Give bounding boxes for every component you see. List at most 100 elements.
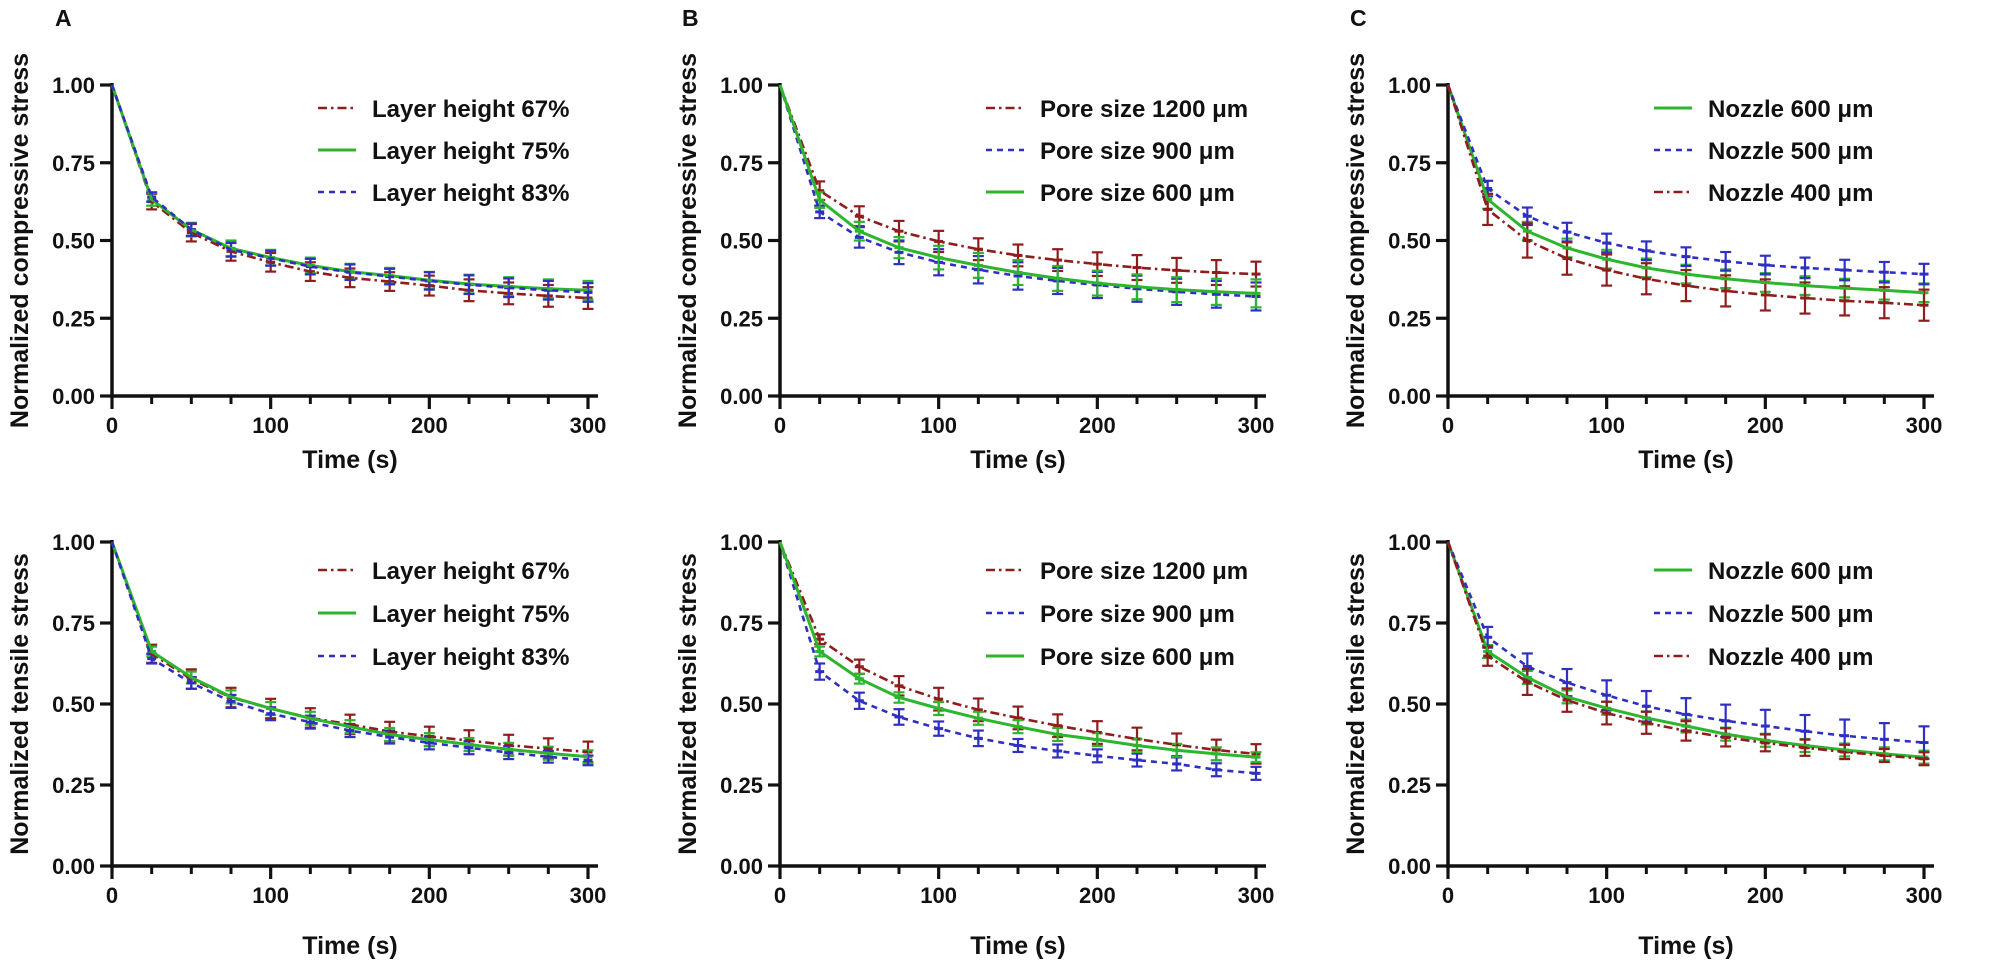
panel-letter: B [682,5,699,31]
x-tick-label: 200 [411,883,448,908]
y-tick-label: 0.50 [1388,692,1431,717]
x-tick-label: 300 [570,883,607,908]
x-tick-label: 0 [106,883,118,908]
y-tick-label: 0.75 [1388,151,1431,176]
y-tick-label: 0.00 [1388,384,1431,409]
error-bars [1482,192,1930,322]
legend-label: Pore size 600 μm [1040,180,1235,207]
series-line [1446,84,1925,295]
legend-item: Nozzle 400 μm [1654,644,1873,671]
y-tick-label: 0.75 [1388,611,1431,636]
legend-item: Pore size 900 μm [986,138,1235,165]
y-tick-label: 0.75 [720,611,763,636]
x-tick-label: 0 [106,413,118,438]
y-tick-label: 1.00 [52,530,95,555]
y-tick-label: 1.00 [720,73,763,98]
x-axis-title: Time (s) [302,932,397,960]
x-tick-label: 0 [1442,413,1454,438]
chart-panel-a-compressive: 0.00 0.25 0.50 0.75 1.00 0 100 200 300 Time (s) No… [6,5,607,474]
series-line [778,541,1257,775]
y-axis-title: Normalized tensile stress [6,553,34,855]
y-tick-label: 0.50 [52,692,95,717]
error-bars [146,191,594,303]
legend-label: Layer height 83% [372,644,569,671]
legend-label: Pore size 900 μm [1040,138,1235,165]
x-tick-label: 200 [1079,413,1116,438]
x-tick-label: 200 [1747,413,1784,438]
y-tick-label: 1.00 [52,73,95,98]
legend-label: Layer height 83% [372,180,569,207]
y-axis-title: Normalized compressive stress [6,53,34,428]
legend-item: Pore size 1200 μm [986,558,1248,585]
legend-label: Pore size 900 μm [1040,601,1235,628]
y-tick-label: 0.50 [1388,229,1431,254]
y-tick-label: 0.00 [720,854,763,879]
series-line [778,541,1257,759]
series-line [1446,541,1925,761]
x-tick-label: 200 [1747,883,1784,908]
error-bars [146,192,594,311]
series-line [1446,84,1925,276]
series-line [778,84,1257,276]
legend-label: Nozzle 400 μm [1708,644,1873,671]
series-line [778,84,1257,298]
y-tick-label: 0.25 [720,773,763,798]
series-line [1446,541,1925,744]
x-tick-label: 200 [411,413,448,438]
y-tick-label: 0.75 [52,151,95,176]
legend-item: Layer height 75% [318,138,569,165]
series-line [1446,541,1925,759]
y-tick-label: 1.00 [720,530,763,555]
error-bars [814,662,1262,781]
x-tick-label: 200 [1079,883,1116,908]
chart-panel-b-compressive: 0.00 0.25 0.50 0.75 1.00 0 100 200 300 Time (s) No… [674,5,1274,474]
y-tick-label: 0.75 [52,611,95,636]
chart-panel-a-tensile: 0.00 0.25 0.50 0.75 1.00 0 100 200 300 Time (s) No… [6,530,607,960]
x-tick-label: 0 [1442,883,1454,908]
legend-label: Layer height 75% [372,601,569,628]
panel-c-tensile: 0.00 0.25 0.50 0.75 1.00 0 100 200 300 Time (s) No… [1336,482,2004,964]
y-tick-label: 0.00 [1388,854,1431,879]
y-tick-label: 0.25 [720,306,763,331]
legend-item: Nozzle 500 μm [1654,601,1873,628]
legend-label: Pore size 1200 μm [1040,558,1248,585]
y-tick-label: 0.00 [52,384,95,409]
series-line [1446,84,1925,307]
legend-label: Nozzle 500 μm [1708,138,1873,165]
series-line [110,84,589,300]
error-bars [814,204,1262,312]
x-tick-label: 100 [252,413,289,438]
x-tick-label: 100 [920,883,957,908]
legend-item: Layer height 83% [318,644,569,671]
y-tick-label: 0.00 [720,384,763,409]
legend-label: Layer height 67% [372,558,569,585]
x-tick-label: 300 [570,413,607,438]
y-tick-label: 1.00 [1388,530,1431,555]
panel-a-tensile: 0.00 0.25 0.50 0.75 1.00 0 100 200 300 Time (s) No… [0,482,668,964]
legend-label: Layer height 75% [372,138,569,165]
y-tick-label: 0.25 [52,306,95,331]
legend-item: Nozzle 600 μm [1654,96,1873,123]
y-axis-title: Normalized compressive stress [1342,53,1370,428]
panel-letter: A [55,5,72,31]
y-tick-label: 0.25 [1388,773,1431,798]
series-line [110,541,589,754]
y-tick-label: 0.50 [720,229,763,254]
x-tick-label: 100 [1588,413,1625,438]
y-tick-label: 0.00 [52,854,95,879]
x-tick-label: 300 [1238,883,1275,908]
legend-item: Nozzle 500 μm [1654,138,1873,165]
legend-label: Layer height 67% [372,96,569,123]
y-axis-title: Normalized tensile stress [674,553,702,855]
x-tick-label: 0 [774,413,786,438]
chart-panel-b-tensile: 0.00 0.25 0.50 0.75 1.00 0 100 200 300 Time (s) No… [674,530,1275,960]
x-axis-title: Time (s) [970,932,1065,960]
y-tick-label: 0.25 [52,773,95,798]
panel-letter: C [1350,5,1367,31]
x-axis-title: Time (s) [1638,932,1733,960]
y-tick-label: 0.50 [52,229,95,254]
legend-label: Nozzle 400 μm [1708,180,1873,207]
y-tick-label: 0.75 [720,151,763,176]
panel-c-compressive: 0.00 0.25 0.50 0.75 1.00 0 100 200 300 Time (s) No… [1336,0,2004,482]
